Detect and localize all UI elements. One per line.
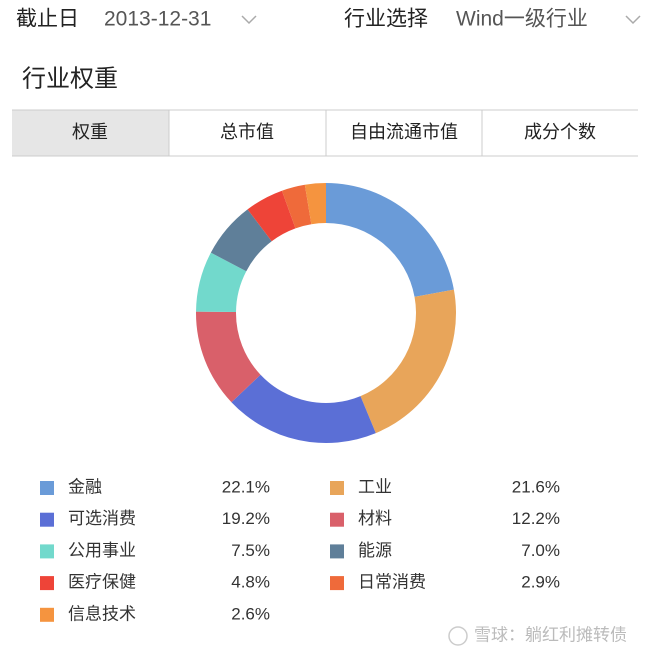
- selected-tab-bg: [12, 110, 169, 156]
- date-label: 截止日: [16, 8, 79, 31]
- tab[interactable]: 成分个数: [524, 122, 596, 142]
- legend-swatch: [40, 607, 54, 622]
- legend-value: 19.2%: [222, 509, 270, 528]
- legend-name: 公用事业: [68, 541, 136, 560]
- legend-name: 信息技术: [68, 604, 136, 623]
- donut-slice: [281, 184, 312, 229]
- legend-value: 7.0%: [521, 541, 560, 560]
- legend-name: 工业: [358, 477, 392, 496]
- legend-name: 医疗保健: [68, 573, 136, 592]
- legend-swatch: [40, 544, 54, 559]
- legend-value: 2.6%: [231, 604, 270, 623]
- watermark: 雪球：躺红利摊转债: [474, 625, 627, 644]
- legend-name: 日常消费: [358, 573, 426, 592]
- donut-slice: [231, 374, 376, 444]
- industry-chevron[interactable]: [625, 15, 641, 25]
- donut-slice: [304, 183, 326, 225]
- donut-slice: [247, 190, 296, 242]
- legend-swatch: [40, 481, 54, 495]
- tab[interactable]: 总市值: [220, 122, 274, 142]
- tab[interactable]: 权重: [72, 122, 108, 142]
- legend-swatch: [40, 576, 54, 591]
- industry-value[interactable]: Wind一级行业: [456, 8, 588, 31]
- legend-value: 21.6%: [512, 477, 560, 496]
- legend-name: 材料: [358, 509, 392, 528]
- legend-value: 2.9%: [521, 573, 560, 592]
- donut-slice: [196, 311, 261, 403]
- legend-name: 能源: [358, 541, 392, 560]
- legend-swatch: [330, 481, 344, 495]
- legend-value: 7.5%: [231, 541, 270, 560]
- date-chevron[interactable]: [241, 15, 257, 25]
- section-title: 行业权重: [22, 65, 118, 92]
- donut-slice: [360, 289, 456, 434]
- legend-swatch: [330, 576, 344, 591]
- date-value[interactable]: 2013-12-31: [104, 8, 211, 31]
- legend-name: 金融: [68, 477, 102, 496]
- legend-swatch: [330, 512, 344, 527]
- legend-value: 12.2%: [512, 509, 560, 528]
- donut-slice: [196, 252, 247, 313]
- legend-name: 可选消费: [68, 509, 136, 528]
- donut-slice: [326, 183, 454, 297]
- watermark-icon: [448, 626, 468, 646]
- legend-value: 22.1%: [222, 477, 270, 496]
- tab[interactable]: 自由流通市值: [350, 122, 458, 142]
- legend-value: 4.8%: [231, 573, 270, 592]
- industry-label: 行业选择: [344, 8, 428, 31]
- legend-swatch: [330, 544, 344, 559]
- donut-slice: [210, 209, 272, 272]
- legend-swatch: [40, 512, 54, 527]
